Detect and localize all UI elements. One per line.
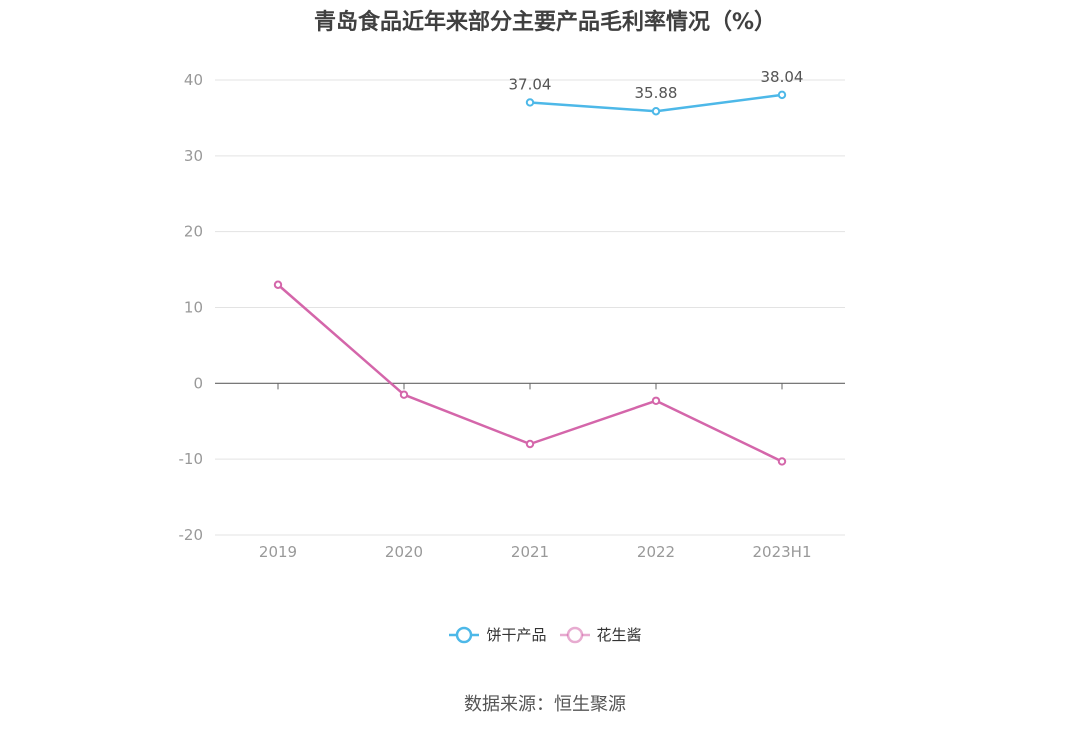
data-point [777,90,787,100]
y-tick-label: 30 [184,147,203,165]
data-label: 35.88 [635,84,678,102]
y-tick-label: 40 [184,71,203,89]
source-note: 数据来源：恒生聚源 [464,694,626,715]
y-tick-label: -20 [179,526,204,544]
data-point [651,396,661,405]
legend-item[interactable]: 饼干产品 [448,624,547,645]
x-tick-label: 2020 [385,543,423,561]
line-chart: -20 -10 0 10 20 30 40 2019 2020 2021 2022 2023H1 37… [179,68,845,561]
y-tick-label: 10 [184,299,203,317]
data-label: 38.04 [761,68,804,86]
legend-item[interactable]: 花生酱 [559,624,642,645]
data-labels: 37.04 35.88 38.04 [509,68,804,102]
chart-title: 青岛食品近年来部分主要产品毛利率情况（%） [313,10,777,35]
data-point [525,439,535,449]
data-label: 37.04 [509,75,552,93]
grid-lines [215,79,845,536]
series-line-1 [277,283,783,463]
axes: -20 -10 0 10 20 30 40 2019 2020 2021 2022 2023H1 [179,71,812,561]
legend-marker-icon [449,626,480,643]
y-tick-label: 20 [184,223,203,241]
legend: 饼干产品 花生酱 [0,624,1090,645]
data-point [651,107,661,116]
legend-label: 饼干产品 [486,626,547,644]
y-tick-label: -10 [179,450,204,468]
x-tick-label: 2021 [511,543,549,561]
x-tick-label: 2023H1 [753,543,812,561]
y-tick-label: 0 [193,374,203,392]
legend-marker-icon [559,626,590,643]
data-point [273,280,283,289]
x-tick-label: 2022 [637,543,675,561]
data-point [399,390,409,399]
data-point [525,98,535,107]
x-tick-label: 2019 [259,543,297,561]
series-lines [273,90,787,466]
legend-label: 花生酱 [596,626,642,644]
data-point [777,457,787,466]
